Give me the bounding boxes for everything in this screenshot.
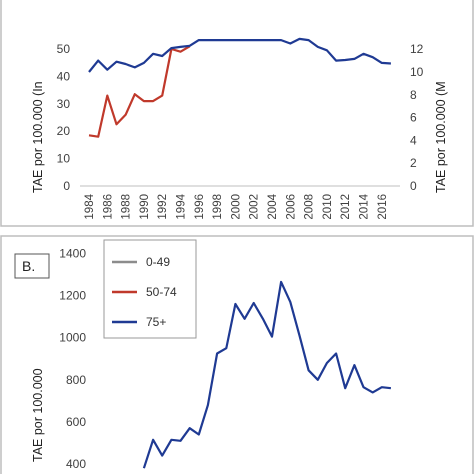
- panel-a-x-tick-label: 2012: [340, 194, 352, 220]
- panel-b-tick-label: 800: [66, 373, 86, 387]
- panel-a-left-ticks: 0 10 20 30 40 50: [57, 42, 71, 193]
- panel-b-frame: [0, 235, 474, 474]
- panel-a-right-tick-label: 12: [410, 42, 424, 56]
- panel-a-x-tick-label: 2004: [267, 193, 279, 219]
- panel-b-label: B.: [22, 258, 35, 274]
- panel-a-left-tick-label: 10: [57, 152, 71, 166]
- panel-b-label-box: [14, 253, 50, 279]
- panel-a-left-axis-title: TAE por 100.000 (In: [31, 81, 45, 193]
- panel-a-x-tick-label: 1984: [84, 193, 96, 219]
- panel-b-lines: [142, 280, 392, 469]
- panel-b-y-axis-title: TAE por 100.000: [31, 368, 45, 462]
- panel-a-x-ticks: 1984 1986 1988 1990 1992 1994 1996 1998 2000 2002…: [84, 193, 389, 219]
- legend-label: 75+: [146, 315, 166, 329]
- panel-a-x-tick-label: 2016: [377, 194, 389, 220]
- panel-b-series-line-1: [142, 280, 392, 469]
- panel-a-x-tick-label: 2006: [285, 194, 297, 220]
- panel-b-tick-label: 400: [66, 457, 86, 471]
- panel-a-right-axis-title: TAE por 100.000 (M: [434, 81, 448, 193]
- panel-a-right-tick-label: 10: [410, 65, 424, 79]
- panel-a-left-tick-label: 0: [63, 179, 70, 193]
- panel-a-right-tick-label: 0: [410, 179, 417, 193]
- panel-b-tick-label: 600: [66, 415, 86, 429]
- panel-a-x-tick-label: 1994: [176, 193, 188, 219]
- panel-a-right-ticks: 0 2 4 6 8 10 12: [410, 42, 424, 193]
- panel-b-tick-label: 1400: [59, 247, 86, 261]
- panel-a-x-tick-label: 2010: [322, 194, 334, 220]
- panel-b-y-ticks: 400 600 800 1000 1200 1400: [59, 247, 86, 472]
- panel-a-left-tick-label: 50: [57, 42, 71, 56]
- panel-a-x-tick-label: 1990: [139, 194, 151, 220]
- legend: 0-49 50-74 75+: [112, 255, 177, 329]
- panel-a-frame: [0, 0, 474, 227]
- panel-a-right-tick-label: 4: [410, 133, 417, 147]
- panel-a-left-tick-label: 30: [57, 97, 71, 111]
- panel-a-x-tick-label: 1996: [194, 194, 206, 220]
- panel-a-right-tick-label: 6: [410, 111, 417, 125]
- panel-a-series-line-2: [88, 37, 391, 73]
- panel-a-x-tick-label: 2000: [230, 194, 242, 220]
- panel-a-lines: [88, 37, 391, 138]
- panel-b-tick-label: 1200: [59, 289, 86, 303]
- panel-b-tick-label: 1000: [59, 331, 86, 345]
- panel-b: 400 600 800 1000 1200 1400 TAE por 100.000 B.…: [14, 239, 392, 472]
- legend-label: 0-49: [146, 255, 170, 269]
- panel-a-x-tick-label: 2014: [359, 193, 371, 219]
- panel-a-series-line-1: [88, 45, 191, 138]
- panel-a-x-tick-label: 1986: [102, 194, 114, 220]
- panel-a-left-tick-label: 40: [57, 69, 71, 83]
- panel-a-right-tick-label: 2: [410, 156, 417, 170]
- panel-a-x-tick-label: 2008: [304, 194, 316, 220]
- panel-a-right-tick-label: 8: [410, 88, 417, 102]
- panel-a-x-tick-label: 1992: [157, 194, 169, 220]
- panel-a-x-tick-label: 2002: [249, 194, 261, 220]
- panel-a-x-tick-label: 1988: [121, 194, 133, 220]
- panel-a-x-tick-label: 1998: [212, 194, 224, 220]
- legend-label: 50-74: [146, 285, 177, 299]
- panel-a-left-tick-label: 20: [57, 124, 71, 138]
